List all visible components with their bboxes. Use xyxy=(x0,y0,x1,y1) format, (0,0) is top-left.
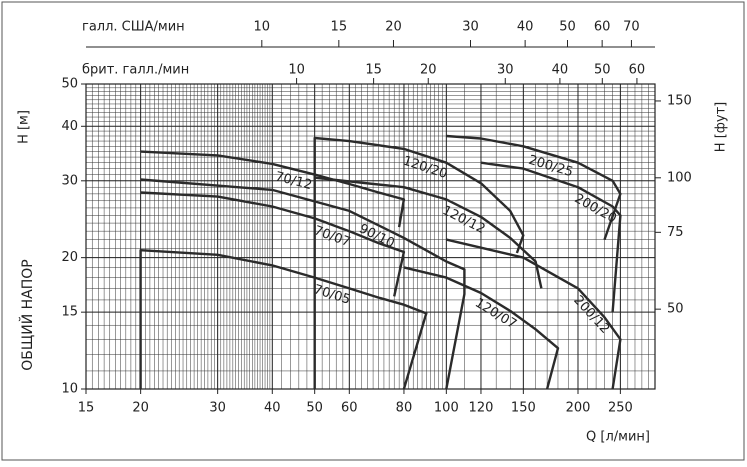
x-tick-label: 80 xyxy=(396,401,413,416)
y2-tick-label: 100 xyxy=(667,170,692,185)
y-tick-label: 30 xyxy=(61,173,78,188)
y-tick-label: 40 xyxy=(61,119,78,134)
x-tick-label: 120 xyxy=(469,401,494,416)
x2-tick-label: 10 xyxy=(254,20,271,35)
y2-tick-label: 50 xyxy=(667,302,684,317)
x3-tick-label: 15 xyxy=(365,63,382,78)
x2-label: галл. США/мин xyxy=(82,20,185,35)
x-tick-label: 40 xyxy=(264,401,281,416)
x3-tick-label: 30 xyxy=(497,63,514,78)
curve-label: 120/20 xyxy=(401,154,449,182)
pump-curve xyxy=(314,176,543,289)
pump-curve xyxy=(139,249,428,390)
x-tick-label: 60 xyxy=(341,401,358,416)
x-tick-label: 20 xyxy=(132,401,149,416)
pump-curve xyxy=(446,134,622,240)
x2-tick-label: 20 xyxy=(385,20,402,35)
pump-curve xyxy=(313,136,525,389)
x3-tick-label: 50 xyxy=(594,63,611,78)
x-tick-label: 150 xyxy=(511,401,536,416)
x2-tick-label: 70 xyxy=(623,20,640,35)
x2-tick-label: 60 xyxy=(594,20,611,35)
y-tick-label: 20 xyxy=(61,250,78,265)
x2-tick-label: 15 xyxy=(331,20,348,35)
x3-tick-label: 10 xyxy=(288,63,305,78)
x3-tick-label: 40 xyxy=(552,63,569,78)
x-tick-label: 50 xyxy=(306,401,323,416)
curve-label: 200/25 xyxy=(527,153,575,181)
y-tick-label: 10 xyxy=(61,382,78,397)
x-tick-label: 100 xyxy=(434,401,459,416)
y-title: ОБЩИЙ НАПОР xyxy=(18,259,36,370)
plot-frame xyxy=(85,83,656,390)
x3-label: брит. галл./мин xyxy=(82,63,189,78)
pump-curve xyxy=(140,191,406,297)
x2-tick-label: 50 xyxy=(559,20,576,35)
curve-label: 90/10 xyxy=(357,221,397,251)
curve-label: 70/07 xyxy=(312,223,352,250)
x-label: Q [л/мин] xyxy=(586,430,650,445)
x3-tick-label: 60 xyxy=(629,63,646,78)
y-label: H [м] xyxy=(17,110,32,144)
x2-tick-label: 30 xyxy=(462,20,479,35)
y2-tick-label: 75 xyxy=(667,225,684,240)
pump-curve xyxy=(403,266,560,390)
x2-tick-label: 40 xyxy=(517,20,534,35)
pump-curve xyxy=(480,161,622,313)
pump-curve xyxy=(446,238,622,390)
y2-tick-label: 150 xyxy=(667,93,692,108)
x-tick-label: 30 xyxy=(209,401,226,416)
pump-curve xyxy=(140,178,466,390)
x3-tick-label: 20 xyxy=(420,63,437,78)
y-tick-label: 15 xyxy=(61,305,78,320)
x-tick-label: 15 xyxy=(78,401,95,416)
x-tick-label: 200 xyxy=(566,401,591,416)
curve-label: 70/05 xyxy=(312,282,352,308)
curve-label: 200/12 xyxy=(570,293,612,337)
y-tick-label: 50 xyxy=(61,77,78,92)
x-tick-label: 250 xyxy=(608,401,633,416)
y2-label: H [фут] xyxy=(714,102,729,152)
